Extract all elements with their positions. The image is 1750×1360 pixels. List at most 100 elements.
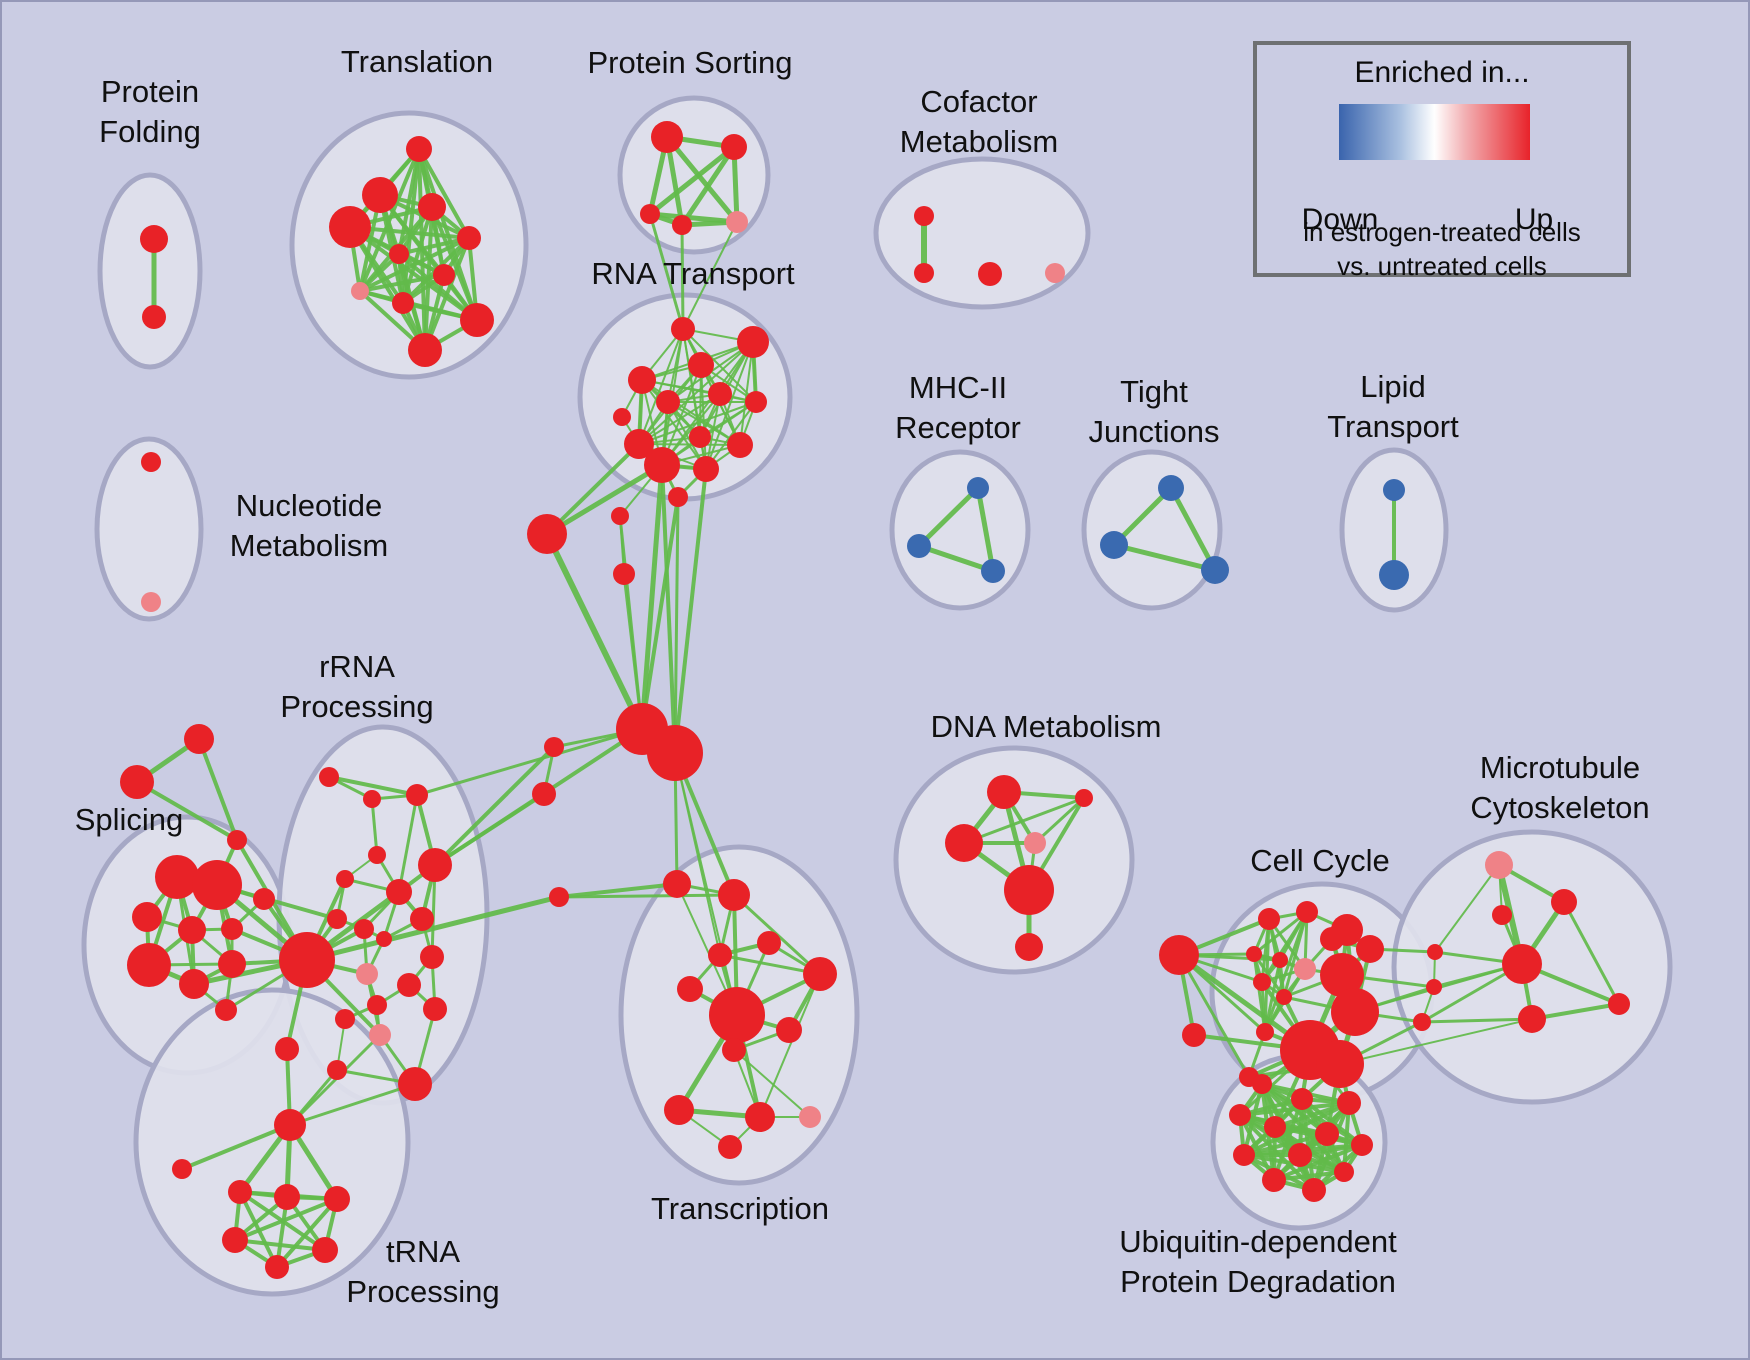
- node-dm2[interactable]: [945, 824, 983, 862]
- node-rt12[interactable]: [613, 408, 631, 426]
- node-tj2[interactable]: [1201, 556, 1229, 584]
- node-rr3[interactable]: [368, 846, 386, 864]
- node-rr16[interactable]: [367, 995, 387, 1015]
- node-tn6[interactable]: [312, 1237, 338, 1263]
- node-tx6[interactable]: [709, 987, 765, 1043]
- node-hub2[interactable]: [647, 725, 703, 781]
- node-cc1[interactable]: [1258, 908, 1280, 930]
- node-ub5[interactable]: [1315, 1122, 1339, 1146]
- node-cc3[interactable]: [1246, 946, 1262, 962]
- node-sp14[interactable]: [279, 932, 335, 988]
- node-sp3[interactable]: [155, 855, 199, 899]
- node-tr2[interactable]: [329, 206, 371, 248]
- node-tr0[interactable]: [406, 136, 432, 162]
- node-tx12[interactable]: [718, 1135, 742, 1159]
- node-cf0[interactable]: [914, 206, 934, 226]
- node-rt2[interactable]: [688, 352, 714, 378]
- node-cc7[interactable]: [1276, 989, 1292, 1005]
- node-rr1[interactable]: [363, 790, 381, 808]
- node-rr9[interactable]: [354, 919, 374, 939]
- node-cc16[interactable]: [1182, 1023, 1206, 1047]
- node-cc9[interactable]: [1320, 927, 1344, 951]
- node-tn7[interactable]: [265, 1255, 289, 1279]
- node-tr8[interactable]: [392, 292, 414, 314]
- node-tr10[interactable]: [408, 333, 442, 367]
- node-sp8[interactable]: [253, 888, 275, 910]
- node-tx4[interactable]: [803, 957, 837, 991]
- node-mt3[interactable]: [1502, 944, 1542, 984]
- node-tn2[interactable]: [228, 1180, 252, 1204]
- node-ub10[interactable]: [1262, 1168, 1286, 1192]
- node-rr8[interactable]: [327, 909, 347, 929]
- node-cc4[interactable]: [1272, 952, 1288, 968]
- node-rr18[interactable]: [327, 1060, 347, 1080]
- node-tx11[interactable]: [799, 1106, 821, 1128]
- node-ub3[interactable]: [1229, 1104, 1251, 1126]
- node-ps4[interactable]: [726, 211, 748, 233]
- node-tr7[interactable]: [351, 282, 369, 300]
- node-tn0[interactable]: [274, 1109, 306, 1141]
- node-nm0[interactable]: [141, 452, 161, 472]
- node-tn3[interactable]: [274, 1184, 300, 1210]
- node-sp4[interactable]: [192, 860, 242, 910]
- node-cc18[interactable]: [1427, 944, 1443, 960]
- node-cc10[interactable]: [1356, 935, 1384, 963]
- node-dm3[interactable]: [1024, 832, 1046, 854]
- node-tx1[interactable]: [718, 879, 750, 911]
- node-tx5[interactable]: [677, 976, 703, 1002]
- node-rt6[interactable]: [745, 391, 767, 413]
- node-rr17[interactable]: [335, 1009, 355, 1029]
- node-tn1[interactable]: [172, 1159, 192, 1179]
- node-rt5[interactable]: [656, 390, 680, 414]
- node-cc11[interactable]: [1320, 953, 1364, 997]
- node-ps1[interactable]: [721, 134, 747, 160]
- node-tr5[interactable]: [389, 244, 409, 264]
- node-lt0[interactable]: [1383, 479, 1405, 501]
- node-rr14[interactable]: [420, 945, 444, 969]
- node-sp7[interactable]: [221, 918, 243, 940]
- node-ub8[interactable]: [1288, 1143, 1312, 1167]
- node-dm5[interactable]: [1015, 933, 1043, 961]
- node-sp9[interactable]: [127, 943, 171, 987]
- node-ub9[interactable]: [1334, 1162, 1354, 1182]
- node-cc15[interactable]: [1256, 1023, 1274, 1041]
- node-ub6[interactable]: [1351, 1134, 1373, 1156]
- node-tx10[interactable]: [745, 1102, 775, 1132]
- node-tn4[interactable]: [324, 1186, 350, 1212]
- node-rr4[interactable]: [336, 870, 354, 888]
- node-rr10[interactable]: [376, 931, 392, 947]
- node-tr9[interactable]: [460, 303, 494, 337]
- node-rr5[interactable]: [386, 879, 412, 905]
- node-rt7[interactable]: [624, 429, 654, 459]
- node-rt1[interactable]: [737, 326, 769, 358]
- node-pf0[interactable]: [140, 225, 168, 253]
- node-mh2[interactable]: [981, 559, 1005, 583]
- node-sp1[interactable]: [184, 724, 214, 754]
- node-sp10[interactable]: [179, 969, 209, 999]
- node-cc5[interactable]: [1294, 958, 1316, 980]
- node-br4[interactable]: [544, 737, 564, 757]
- node-rr13[interactable]: [397, 973, 421, 997]
- node-rt4[interactable]: [708, 382, 732, 406]
- node-rr7[interactable]: [410, 907, 434, 931]
- node-rr20[interactable]: [275, 1037, 299, 1061]
- node-rt0[interactable]: [671, 317, 695, 341]
- node-sp2[interactable]: [227, 830, 247, 850]
- node-sp12[interactable]: [215, 999, 237, 1021]
- node-lt1[interactable]: [1379, 560, 1409, 590]
- node-txb[interactable]: [549, 887, 569, 907]
- node-cc19[interactable]: [1426, 979, 1442, 995]
- node-b0[interactable]: [611, 507, 629, 525]
- node-ps3[interactable]: [672, 215, 692, 235]
- node-tx0[interactable]: [663, 870, 691, 898]
- node-rr15[interactable]: [423, 997, 447, 1021]
- node-ub4[interactable]: [1264, 1116, 1286, 1138]
- node-cc14[interactable]: [1316, 1040, 1364, 1088]
- node-rt9[interactable]: [727, 432, 753, 458]
- node-cc0[interactable]: [1159, 935, 1199, 975]
- node-tj1[interactable]: [1100, 531, 1128, 559]
- node-ps0[interactable]: [651, 121, 683, 153]
- node-ub2[interactable]: [1337, 1091, 1361, 1115]
- node-tx7[interactable]: [776, 1017, 802, 1043]
- node-dm0[interactable]: [987, 775, 1021, 809]
